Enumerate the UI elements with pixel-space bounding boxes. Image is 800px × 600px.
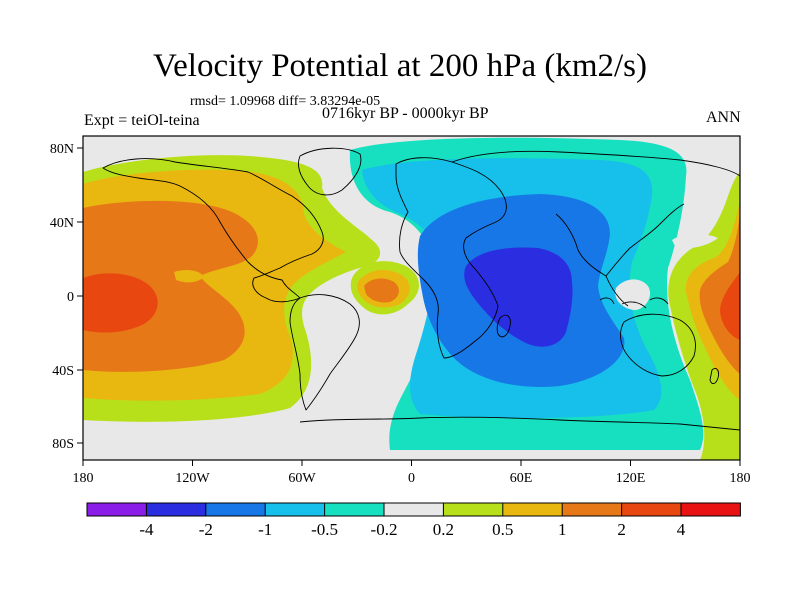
lon-tick-60w: 60W xyxy=(288,471,316,486)
pacific-inner-weak xyxy=(174,269,204,283)
colorbar-label: -1 xyxy=(258,520,272,539)
contour-fields xyxy=(83,136,740,460)
colorbar-label: -0.2 xyxy=(371,520,398,539)
australia-coast xyxy=(620,313,696,377)
lat-tick-0: 0 xyxy=(67,290,74,305)
colorbar-swatch xyxy=(621,503,681,516)
colorbar-swatch xyxy=(205,503,266,516)
westpac-positive-mid xyxy=(699,212,740,374)
colorbar-swatch xyxy=(87,503,147,516)
rmsd-diff-stats: rmsd= 1.09968 diff= 3.83294e-05 xyxy=(190,94,381,109)
lat-tick-80s: 80S xyxy=(52,437,74,452)
madagascar-coast xyxy=(496,314,511,338)
season-label: ANN xyxy=(706,109,741,126)
colorbar-label: 0.5 xyxy=(492,520,513,539)
plot-title: Velocity Potential at 200 hPa (km2/s) xyxy=(152,48,648,84)
new-zealand-coast xyxy=(709,367,719,385)
lon-tick-180e: 180 xyxy=(730,471,751,486)
lon-tick-0: 0 xyxy=(408,471,415,486)
experiment-label: Expt = teiOl-teina xyxy=(84,112,200,129)
lon-tick-120e: 120E xyxy=(616,471,646,486)
lon-tick-180w: 180 xyxy=(73,471,94,486)
pacific-positive-strong xyxy=(83,273,158,333)
colorbar-label: 1 xyxy=(558,520,567,539)
colorbar-label: 2 xyxy=(617,520,626,539)
colorbar-label: 4 xyxy=(677,520,686,539)
colorbar-swatch xyxy=(562,503,622,516)
north-america-coast xyxy=(102,158,324,303)
colorbar-swatch xyxy=(265,503,325,516)
colorbar-swatch xyxy=(443,503,503,516)
nepacific-neutral-pocket xyxy=(672,233,718,249)
tick-marks xyxy=(77,147,741,466)
latitude-labels: 80N 40N 0 40S 80S xyxy=(50,142,74,452)
longitude-labels: 180 120W 60W 0 60E 120E 180 xyxy=(73,471,751,486)
lon-tick-120w: 120W xyxy=(175,471,210,486)
lat-tick-80n: 80N xyxy=(50,142,74,157)
indian-negative-strong xyxy=(464,247,573,347)
lat-tick-40s: 40S xyxy=(52,364,74,379)
antarctica-coast xyxy=(299,416,740,431)
greenland-coast xyxy=(297,147,362,196)
europe-africa-coast xyxy=(395,157,507,359)
colorbar-label: 0.2 xyxy=(433,520,454,539)
colorbar-label: -2 xyxy=(199,520,213,539)
coastlines xyxy=(102,147,740,431)
colorbar-frame xyxy=(86,502,741,517)
colorbar-label: -4 xyxy=(139,520,154,539)
indonesia-islands xyxy=(599,297,669,309)
colorbar-swatch xyxy=(146,503,206,516)
colorbar-swatch xyxy=(681,503,741,516)
lon-tick-60e: 60E xyxy=(510,471,533,486)
lat-tick-40n: 40N xyxy=(50,216,74,231)
south-america-coast xyxy=(289,294,360,411)
colorbar: -4 -2 -1 -0.5 -0.2 0.2 0.5 1 2 4 xyxy=(86,502,741,539)
asia-coast xyxy=(451,150,740,307)
colorbar-swatch xyxy=(384,503,444,516)
colorbar-swatch xyxy=(324,503,384,516)
period-label: 0716kyr BP - 0000kyr BP xyxy=(322,105,489,122)
westpac-positive-strong xyxy=(720,272,740,340)
colorbar-swatch xyxy=(502,503,563,516)
atlantic-positive-mid xyxy=(364,278,399,303)
colorbar-label: -0.5 xyxy=(311,520,338,539)
